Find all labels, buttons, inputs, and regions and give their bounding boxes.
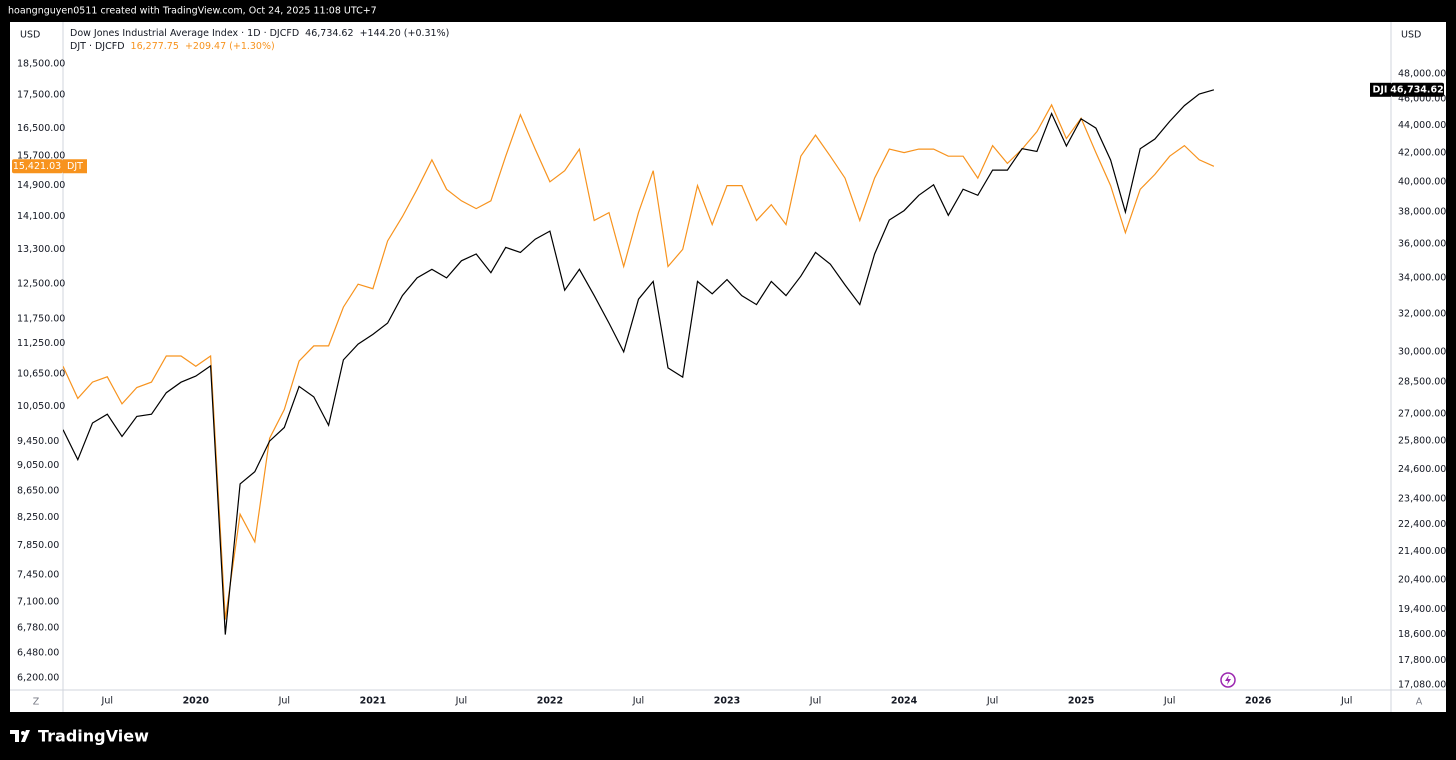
- price-tag-text: 46,734.62: [1390, 84, 1444, 95]
- x-tick-label: 2024: [891, 696, 918, 707]
- price-tag-text: 15,421.03: [13, 161, 61, 172]
- y-tick-label: 12,500.00: [17, 279, 65, 290]
- y2-tick-label: 40,000.00: [1398, 176, 1446, 187]
- x-tick-label: 2022: [537, 696, 563, 707]
- y-tick-label: 6,200.00: [17, 673, 59, 684]
- brand-logo[interactable]: TradingView: [10, 727, 149, 746]
- legend-change: +209.47 (+1.30%): [185, 41, 275, 52]
- x-tick-label: Jul: [455, 696, 467, 707]
- y-tick-label: 9,450.00: [17, 436, 59, 447]
- y2-tick-label: 25,800.00: [1398, 436, 1446, 447]
- x-tick-label: 2026: [1245, 696, 1272, 707]
- y2-tick-label: 46,000.00: [1398, 94, 1446, 105]
- legend-name: Dow Jones Industrial Average Index · 1D …: [70, 28, 299, 39]
- y2-tick-label: 38,000.00: [1398, 207, 1446, 218]
- brand-name: TradingView: [38, 727, 149, 746]
- y2-unit: USD: [1401, 30, 1421, 41]
- y2-tick-label: 30,000.00: [1398, 346, 1446, 357]
- y-tick-label: 15,700.00: [17, 151, 65, 162]
- x-tick-label: Jul: [101, 696, 113, 707]
- x-tick-label: 2021: [360, 696, 386, 707]
- y2-tick-label: 24,600.00: [1398, 464, 1446, 475]
- x-tick-label: Jul: [809, 696, 821, 707]
- y-tick-label: 14,900.00: [17, 180, 65, 191]
- y2-tick-label: 27,000.00: [1398, 409, 1446, 420]
- caption: hoangnguyen0511 created with TradingView…: [8, 6, 377, 17]
- legend-price: 16,277.75: [131, 41, 179, 52]
- y-tick-label: 11,750.00: [17, 313, 65, 324]
- x-tick-label: Jul: [278, 696, 290, 707]
- y2-tick-label: 19,400.00: [1398, 604, 1446, 615]
- price-tag: [1391, 82, 1444, 97]
- y2-tick-label: 21,400.00: [1398, 546, 1446, 557]
- legend-entry[interactable]: DJT · DJCFD 16,277.75 +209.47 (+1.30%): [70, 41, 275, 52]
- y-tick-label: 14,100.00: [17, 211, 65, 222]
- y-tick-label: 7,450.00: [17, 569, 59, 580]
- x-tick-label: Jul: [986, 696, 998, 707]
- y2-tick-label: 17,080.00: [1398, 679, 1446, 690]
- x-tick-label: 2023: [714, 696, 740, 707]
- ticker-tag-text: DJI: [1373, 84, 1388, 95]
- y-tick-label: 7,850.00: [17, 540, 59, 551]
- legend-price: 46,734.62: [305, 28, 353, 39]
- y-tick-label: 6,480.00: [17, 648, 59, 659]
- y-tick-label: 10,650.00: [17, 369, 65, 380]
- y2-tick-label: 18,600.00: [1398, 629, 1446, 640]
- y-tick-label: 8,650.00: [17, 485, 59, 496]
- y2-tick-label: 22,400.00: [1398, 519, 1446, 530]
- x-tick-label: Jul: [1340, 696, 1352, 707]
- price-tag: [12, 159, 63, 174]
- y-tick-label: 9,050.00: [17, 460, 59, 471]
- y2-tick-label: 36,000.00: [1398, 239, 1446, 250]
- ticker-tag-text: DJT: [67, 161, 83, 172]
- y-tick-label: 18,500.00: [17, 59, 65, 70]
- y2-tick-label: 42,000.00: [1398, 147, 1446, 158]
- corner-label[interactable]: Z: [33, 697, 40, 708]
- x-tick-label: Jul: [1163, 696, 1175, 707]
- y2-tick-label: 17,800.00: [1398, 655, 1446, 666]
- y2-tick-label: 48,000.00: [1398, 68, 1446, 79]
- legend-change: +144.20 (+0.31%): [360, 28, 450, 39]
- y-tick-label: 17,500.00: [17, 90, 65, 101]
- corner-label[interactable]: A: [1416, 697, 1423, 708]
- x-tick-label: 2025: [1068, 696, 1094, 707]
- replay-icon[interactable]: [1220, 672, 1236, 688]
- y2-tick-label: 28,500.00: [1398, 377, 1446, 388]
- legend-name: DJT · DJCFD: [70, 41, 125, 52]
- y2-tick-label: 32,000.00: [1398, 308, 1446, 319]
- legend-entry[interactable]: Dow Jones Industrial Average Index · 1D …: [70, 28, 449, 39]
- y-tick-label: 10,050.00: [17, 401, 65, 412]
- x-tick-label: 2020: [183, 696, 210, 707]
- series-line: [63, 89, 1215, 635]
- y2-tick-label: 44,000.00: [1398, 120, 1446, 131]
- y-tick-label: 16,500.00: [17, 123, 65, 134]
- ticker-tag: [63, 159, 87, 174]
- y-tick-label: 13,300.00: [17, 244, 65, 255]
- ticker-tag: [1370, 82, 1391, 97]
- y-unit: USD: [20, 30, 40, 41]
- y2-tick-label: 20,400.00: [1398, 574, 1446, 585]
- chart-area: [10, 22, 1446, 712]
- y-tick-label: 11,250.00: [17, 338, 65, 349]
- y2-tick-label: 23,400.00: [1398, 493, 1446, 504]
- y-tick-label: 8,250.00: [17, 512, 59, 523]
- y-tick-label: 7,100.00: [17, 596, 59, 607]
- y-tick-label: 6,780.00: [17, 622, 59, 633]
- x-tick-label: Jul: [632, 696, 644, 707]
- y2-tick-label: 34,000.00: [1398, 272, 1446, 283]
